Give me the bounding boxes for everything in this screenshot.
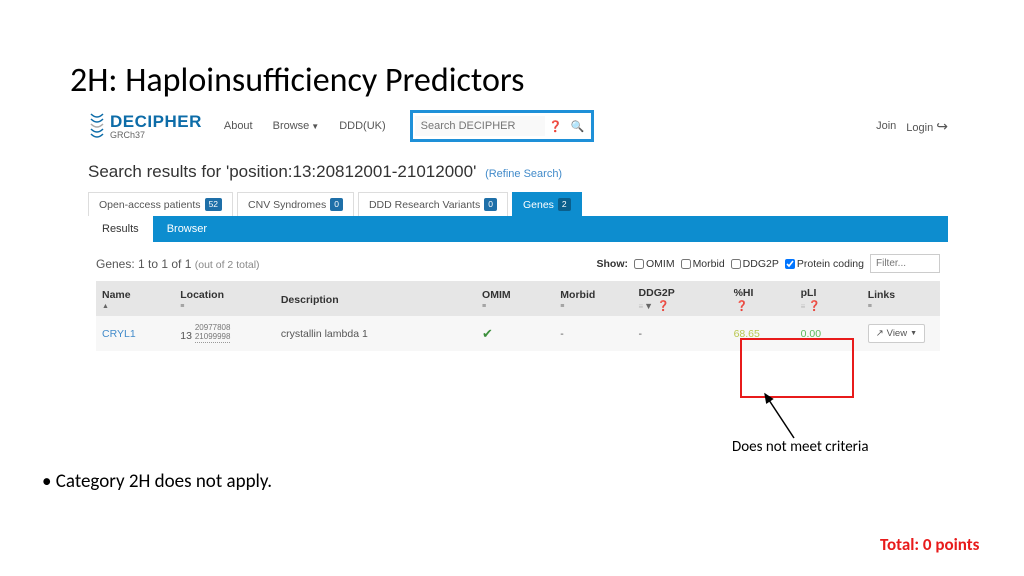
col-description[interactable]: Description xyxy=(275,281,476,316)
check-morbid[interactable]: Morbid xyxy=(681,258,725,270)
col-omim[interactable]: OMIM≡ xyxy=(476,281,554,316)
logo-text: DECIPHER xyxy=(110,112,202,132)
morbid-cell: - xyxy=(554,316,632,351)
sort-asc-icon: ▲ xyxy=(102,303,168,310)
refine-search-link[interactable]: (Refine Search) xyxy=(485,168,562,180)
filter-icon: ▼ xyxy=(644,301,653,311)
tab-open-access-patients[interactable]: Open-access patients52 xyxy=(88,192,233,216)
col-name[interactable]: Name▲ xyxy=(96,281,174,316)
nav-browse[interactable]: Browse▼ xyxy=(265,116,328,136)
nav-about[interactable]: About xyxy=(216,116,261,136)
search-input[interactable] xyxy=(415,116,545,136)
nav-ddd[interactable]: DDD(UK) xyxy=(331,116,393,136)
total-text: Total: 0 points xyxy=(880,534,979,555)
tab-cnv-syndromes[interactable]: CNV Syndromes0 xyxy=(237,192,354,216)
check-omim[interactable]: OMIM xyxy=(634,258,675,270)
logo-icon xyxy=(88,112,106,140)
decipher-app: DECIPHER GRCh37 About Browse▼ DDD(UK) ❓ … xyxy=(88,108,948,359)
login-link[interactable]: Login ↪ xyxy=(906,118,948,135)
join-link[interactable]: Join xyxy=(876,120,896,132)
sort-icon: ≡ xyxy=(482,303,548,310)
external-link-icon: ↗ xyxy=(876,328,884,339)
logo[interactable]: DECIPHER GRCh37 xyxy=(88,112,202,140)
check-protein-coding[interactable]: Protein coding xyxy=(785,258,864,270)
show-filters: Show: OMIM Morbid DDG2P Protein coding xyxy=(596,254,940,273)
search-help-button[interactable]: ❓ xyxy=(545,115,567,137)
table-header-row: Name▲ Location≡ Description OMIM≡ Morbid… xyxy=(96,281,940,316)
tab-ddd-variants[interactable]: DDD Research Variants0 xyxy=(358,192,508,216)
ddg2p-cell: - xyxy=(633,316,728,351)
checkmark-icon: ✔ xyxy=(482,326,493,341)
col-pli[interactable]: pLI≡ ❓ xyxy=(795,281,862,316)
col-morbid[interactable]: Morbid≡ xyxy=(554,281,632,316)
description-cell: crystallin lambda 1 xyxy=(275,316,476,351)
annotation-text: Does not meet criteria xyxy=(732,438,869,456)
logo-subtitle: GRCh37 xyxy=(110,130,202,140)
subtab-results[interactable]: Results xyxy=(88,216,153,242)
search-submit-button[interactable]: 🔍 xyxy=(567,115,589,137)
highlight-box xyxy=(740,338,854,398)
results-heading: Search results for 'position:13:20812001… xyxy=(88,162,948,182)
help-icon: ❓ xyxy=(549,120,563,133)
col-location[interactable]: Location≡ xyxy=(174,281,275,316)
login-icon: ↪ xyxy=(936,118,948,134)
result-count: Genes: 1 to 1 of 1 (out of 2 total) xyxy=(96,257,260,271)
view-button[interactable]: ↗View ▼ xyxy=(868,324,925,343)
filter-input[interactable] xyxy=(870,254,940,273)
tab-genes[interactable]: Genes2 xyxy=(512,192,582,216)
col-ddg2p[interactable]: DDG2P≡ ▼ ❓ xyxy=(633,281,728,316)
subtab-browser[interactable]: Browser xyxy=(153,216,221,242)
sort-icon: ≡ xyxy=(868,303,934,310)
search-container: ❓ 🔍 xyxy=(410,110,594,142)
gene-link[interactable]: CRYL1 xyxy=(102,328,136,340)
help-icon: ❓ xyxy=(657,301,669,312)
sort-icon: ≡ xyxy=(560,303,626,310)
header-bar: DECIPHER GRCh37 About Browse▼ DDD(UK) ❓ … xyxy=(88,108,948,144)
location-cell: 13 2097780821099998 xyxy=(174,316,275,351)
summary-row: Genes: 1 to 1 of 1 (out of 2 total) Show… xyxy=(96,254,940,273)
links-cell: ↗View ▼ xyxy=(862,316,940,351)
sort-icon: ≡ xyxy=(180,303,269,310)
caret-down-icon: ▼ xyxy=(910,330,917,337)
main-tabs: Open-access patients52 CNV Syndromes0 DD… xyxy=(88,192,948,216)
sub-tab-bar: Results Browser xyxy=(88,216,948,242)
col-links[interactable]: Links≡ xyxy=(862,281,940,316)
help-icon: ❓ xyxy=(808,301,820,312)
caret-down-icon: ▼ xyxy=(311,122,319,131)
search-icon: 🔍 xyxy=(571,120,585,133)
auth-links: Join Login ↪ xyxy=(876,118,948,135)
slide-title: 2H: Haploinsufficiency Predictors xyxy=(70,60,524,101)
check-ddg2p[interactable]: DDG2P xyxy=(731,258,779,270)
bullet-text: Category 2H does not apply. xyxy=(42,470,272,493)
help-icon: ❓ xyxy=(736,301,748,312)
col-hi[interactable]: %HI❓ xyxy=(728,281,795,316)
omim-cell: ✔ xyxy=(476,316,554,351)
